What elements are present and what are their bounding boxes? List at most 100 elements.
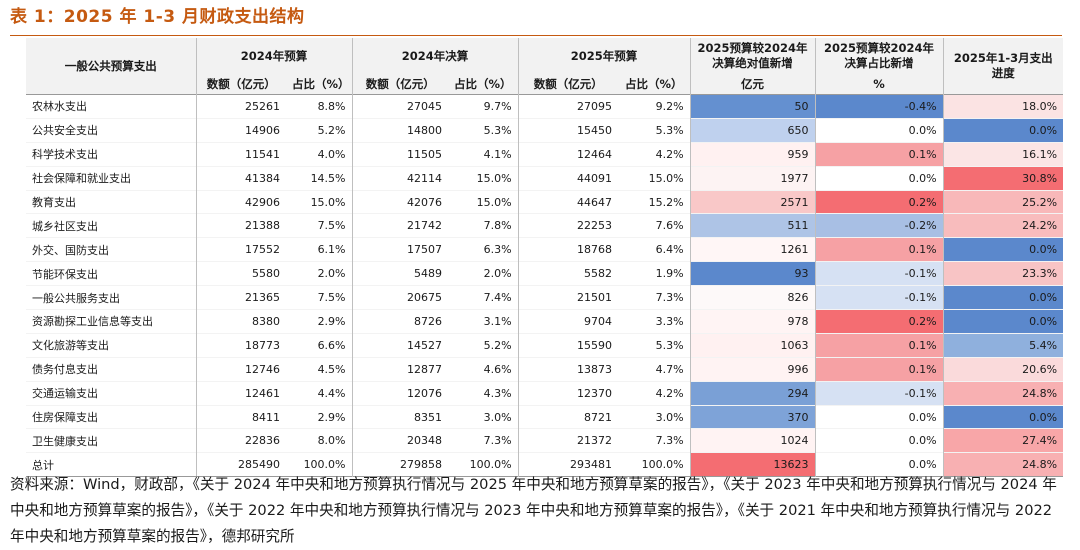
budget-2024-header: 2024年预算 — [195, 38, 353, 74]
cell-b24: 5580 — [195, 261, 286, 286]
abs-unit-subheader: 亿元 — [689, 74, 816, 95]
cell-b25: 44647 — [517, 190, 619, 214]
share-change-header: 2025预算较2024年决算占比新增 — [814, 38, 944, 74]
cell-b25: 8721 — [517, 405, 619, 429]
cell-sh: -0.2% — [814, 213, 944, 238]
table-row: 城乡社区支出 21388 7.5% 21742 7.8% 22253 7.6% 511 -0.2… — [26, 213, 1064, 238]
abs-change-header: 2025预算较2024年决算绝对值新增 — [689, 38, 816, 74]
cell-prog: 30.8% — [942, 166, 1064, 191]
cell-sh: -0.4% — [814, 94, 944, 119]
table-title: 表 1：2025 年 1-3 月财政支出结构 — [10, 7, 305, 27]
cell-b24: 8411 — [195, 405, 286, 429]
cell-prog: 0.0% — [942, 285, 1064, 310]
table-row: 住房保障支出 8411 2.9% 8351 3.0% 8721 3.0% 370 0.0% 0.0… — [26, 405, 1064, 429]
cell-f24: 20675 — [351, 285, 449, 310]
cell-b25: 22253 — [517, 213, 619, 238]
cell-b25: 21372 — [517, 428, 619, 453]
cell-b25p: 7.3% — [655, 434, 684, 448]
cell-b24: 41384 — [195, 166, 286, 191]
amount-subheader: 数额（亿元） — [351, 74, 449, 95]
cell-abs: 1261 — [689, 237, 816, 262]
cell-sh: 0.0% — [814, 405, 944, 429]
cell-b24p: 14.5% — [310, 171, 346, 185]
cell-b25: 18768 — [517, 237, 619, 262]
cell-name: 农林水支出 — [32, 100, 87, 114]
cell-b24p: 7.5% — [317, 219, 346, 233]
cell-f24: 21742 — [351, 213, 449, 238]
cell-f24: 14800 — [351, 118, 449, 143]
cell-prog: 20.6% — [942, 357, 1064, 382]
cell-b25p: 4.7% — [655, 362, 684, 376]
table-row: 科学技术支出 11541 4.0% 11505 4.1% 12464 4.2% 959 0.1%… — [26, 142, 1064, 167]
cell-prog: 18.0% — [942, 94, 1064, 119]
cell-abs: 1977 — [689, 166, 816, 191]
cell-sh: 0.1% — [814, 142, 944, 167]
fiscal-expenditure-table: 一般公共预算支出 2024年预算 2024年决算 2025年预算 2025预算较… — [26, 38, 1064, 477]
table-row: 农林水支出 25261 8.8% 27045 9.7% 27095 9.2% 50 -0.4% 1… — [26, 94, 1064, 119]
cell-f24: 8351 — [351, 405, 449, 429]
cell-b25: 293481 — [517, 452, 619, 477]
cell-f24p: 5.3% — [483, 123, 512, 137]
category-header: 一般公共预算支出 — [26, 38, 196, 95]
cell-f24p: 15.0% — [476, 171, 512, 185]
cell-prog: 0.0% — [942, 237, 1064, 262]
share-subheader: 占比（%） — [448, 74, 519, 95]
cell-f24p: 7.3% — [483, 434, 512, 448]
cell-prog: 16.1% — [942, 142, 1064, 167]
cell-f24: 5489 — [351, 261, 449, 286]
source-note: 资料来源：Wind，财政部，《关于 2024 年中央和地方预算执行情况与 202… — [10, 476, 1057, 545]
cell-abs: 93 — [689, 261, 816, 286]
cell-abs: 650 — [689, 118, 816, 143]
cell-f24: 12076 — [351, 381, 449, 406]
cell-b25p: 1.9% — [655, 267, 684, 281]
cell-b24: 8380 — [195, 309, 286, 334]
cell-f24: 11505 — [351, 142, 449, 167]
cell-sh: 0.2% — [814, 190, 944, 214]
cell-name: 总计 — [32, 458, 54, 472]
cell-b24: 22836 — [195, 428, 286, 453]
cell-b24p: 7.5% — [317, 291, 346, 305]
cell-f24: 42114 — [351, 166, 449, 191]
cell-prog: 24.2% — [942, 213, 1064, 238]
cell-f24p: 7.4% — [483, 291, 512, 305]
cell-b24p: 2.9% — [317, 410, 346, 424]
share-subheader: 占比（%） — [618, 74, 691, 95]
cell-f24: 14527 — [351, 333, 449, 358]
cell-name: 资源勘探工业信息等支出 — [32, 315, 153, 329]
cell-f24p: 5.2% — [483, 338, 512, 352]
cell-prog: 0.0% — [942, 118, 1064, 143]
cell-b25: 9704 — [517, 309, 619, 334]
cell-abs: 1063 — [689, 333, 816, 358]
cell-name: 城乡社区支出 — [32, 219, 98, 233]
table-header: 一般公共预算支出 2024年预算 2024年决算 2025年预算 2025预算较… — [26, 38, 1064, 95]
fiscal-table-wrap: 一般公共预算支出 2024年预算 2024年决算 2025年预算 2025预算较… — [26, 38, 1064, 477]
title-rule — [10, 35, 1062, 36]
cell-name: 文化旅游等支出 — [32, 339, 109, 353]
cell-name: 科学技术支出 — [32, 148, 98, 162]
cell-b24p: 6.6% — [317, 338, 346, 352]
cell-b25p: 3.3% — [655, 314, 684, 328]
cell-b24: 21365 — [195, 285, 286, 310]
cell-b24: 12746 — [195, 357, 286, 382]
cell-f24: 42076 — [351, 190, 449, 214]
cell-b25p: 9.2% — [655, 99, 684, 113]
cell-f24p: 100.0% — [469, 458, 512, 472]
cell-abs: 511 — [689, 213, 816, 238]
cell-name: 外交、国防支出 — [32, 243, 109, 257]
amount-subheader: 数额（亿元） — [195, 74, 286, 95]
cell-sh: -0.1% — [814, 381, 944, 406]
cell-b25p: 7.3% — [655, 291, 684, 305]
cell-name: 社会保障和就业支出 — [32, 172, 131, 186]
cell-b24: 25261 — [195, 94, 286, 119]
cell-b24p: 4.0% — [317, 147, 346, 161]
cell-f24: 8726 — [351, 309, 449, 334]
cell-name: 卫生健康支出 — [32, 434, 98, 448]
cell-name: 债务付息支出 — [32, 363, 98, 377]
cell-abs: 959 — [689, 142, 816, 167]
cell-b25p: 4.2% — [655, 386, 684, 400]
cell-b25: 21501 — [517, 285, 619, 310]
cell-sh: 0.1% — [814, 237, 944, 262]
cell-prog: 23.3% — [942, 261, 1064, 286]
table-row: 交通运输支出 12461 4.4% 12076 4.3% 12370 4.2% 294 -0.1… — [26, 381, 1064, 406]
cell-sh: 0.1% — [814, 357, 944, 382]
